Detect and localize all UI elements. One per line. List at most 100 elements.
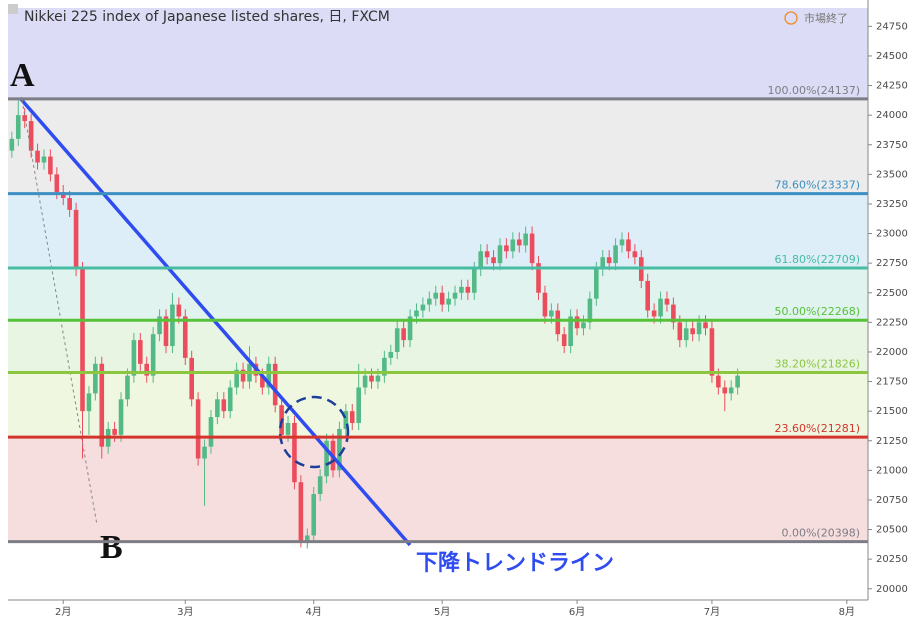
candle-body — [549, 310, 554, 317]
candle-body — [73, 209, 79, 270]
candle-body — [215, 399, 220, 418]
candle-body — [600, 257, 606, 270]
candle-body — [735, 375, 740, 388]
candle-body — [394, 328, 400, 352]
candle-body — [150, 334, 156, 376]
candle-body — [587, 298, 593, 323]
candle-body — [208, 417, 214, 447]
fib-label: 100.00%(24137) — [767, 84, 860, 97]
candle-body — [420, 304, 426, 311]
candle-body — [28, 121, 34, 151]
candle-body — [683, 328, 689, 341]
candle-body — [266, 363, 272, 388]
candle-body — [118, 399, 124, 435]
candle-body — [658, 298, 663, 317]
candle-body — [677, 322, 683, 341]
candle-body — [407, 316, 413, 341]
candle-body — [427, 298, 432, 305]
candle-body — [86, 393, 92, 412]
candle-body — [388, 351, 394, 358]
y-tick-label: 20250 — [876, 554, 908, 565]
symbol-icon — [8, 4, 18, 14]
candle-body — [433, 292, 439, 299]
candle-body — [414, 310, 419, 317]
y-tick-label: 21250 — [876, 436, 908, 447]
candle-body — [15, 115, 21, 139]
fib-label: 38.20%(21826) — [774, 358, 860, 371]
y-tick-label: 21000 — [876, 465, 908, 476]
candle-body — [510, 239, 516, 252]
candle-body — [131, 340, 137, 376]
candle-body — [144, 363, 150, 376]
fib-label: 61.80%(22709) — [774, 253, 860, 266]
y-tick-label: 20000 — [876, 584, 908, 595]
candle-body — [9, 138, 15, 151]
candle-body — [80, 269, 85, 412]
x-tick-label: 2月 — [55, 606, 71, 618]
candle-body — [632, 251, 638, 258]
candle-body — [362, 375, 368, 388]
y-tick-label: 22750 — [876, 258, 908, 269]
candle-body — [112, 428, 117, 435]
candle-body — [542, 292, 548, 317]
candle-body — [125, 375, 130, 400]
candle-body — [202, 446, 207, 459]
candle-body — [234, 369, 239, 388]
y-tick-label: 22500 — [876, 288, 908, 299]
candle-body — [195, 399, 201, 459]
y-tick-label: 20500 — [876, 525, 908, 536]
candle-body — [626, 239, 631, 252]
fib-label: 78.60%(23337) — [774, 179, 860, 192]
candle-body — [41, 156, 47, 163]
candle-body — [561, 334, 567, 347]
y-tick-label: 22250 — [876, 317, 908, 328]
fib-band — [8, 8, 868, 99]
y-tick-label: 24750 — [876, 21, 908, 32]
candle-body — [67, 198, 72, 210]
candle-body — [529, 233, 535, 264]
candle-body — [356, 387, 361, 423]
candle-body — [176, 304, 182, 317]
candle-body — [465, 286, 471, 293]
x-tick-label: 8月 — [839, 606, 855, 618]
candle-body — [382, 357, 387, 376]
candle-body — [138, 340, 143, 364]
y-tick-label: 24500 — [876, 51, 908, 62]
candle-body — [555, 310, 561, 335]
candle-body — [54, 174, 60, 193]
candle-body — [298, 482, 304, 542]
candle-body — [304, 535, 310, 542]
fib-band — [8, 320, 868, 373]
candle-body — [478, 251, 484, 270]
candle-body — [182, 316, 188, 358]
candle-body — [317, 476, 323, 495]
y-tick-label: 24000 — [876, 110, 908, 121]
x-tick-label: 7月 — [704, 606, 720, 618]
y-tick-label: 24250 — [876, 81, 908, 92]
candle-body — [324, 440, 329, 477]
candle-body — [446, 298, 451, 305]
candle-body — [645, 280, 651, 311]
market-status: 市場終了 — [804, 11, 848, 25]
candle-body — [189, 357, 194, 400]
x-tick-label: 3月 — [177, 606, 193, 618]
candle-body — [671, 304, 676, 323]
candle-body — [369, 375, 374, 382]
fib-label: 0.00%(20398) — [781, 527, 860, 540]
candle-body — [497, 245, 503, 264]
candle-body — [523, 233, 528, 246]
candle-body — [651, 310, 657, 317]
y-tick-label: 21750 — [876, 377, 908, 388]
trend-annotation: 下降トレンドライン — [416, 551, 614, 576]
candle-body — [240, 369, 246, 382]
candle-body — [613, 245, 618, 264]
candle-body — [536, 263, 541, 293]
candle-body — [574, 316, 580, 329]
x-tick-label: 6月 — [569, 606, 585, 618]
y-tick-label: 23750 — [876, 140, 908, 151]
candle-body — [375, 375, 381, 382]
candle-body — [452, 292, 458, 299]
candle-body — [594, 269, 599, 299]
candle-body — [285, 422, 291, 435]
